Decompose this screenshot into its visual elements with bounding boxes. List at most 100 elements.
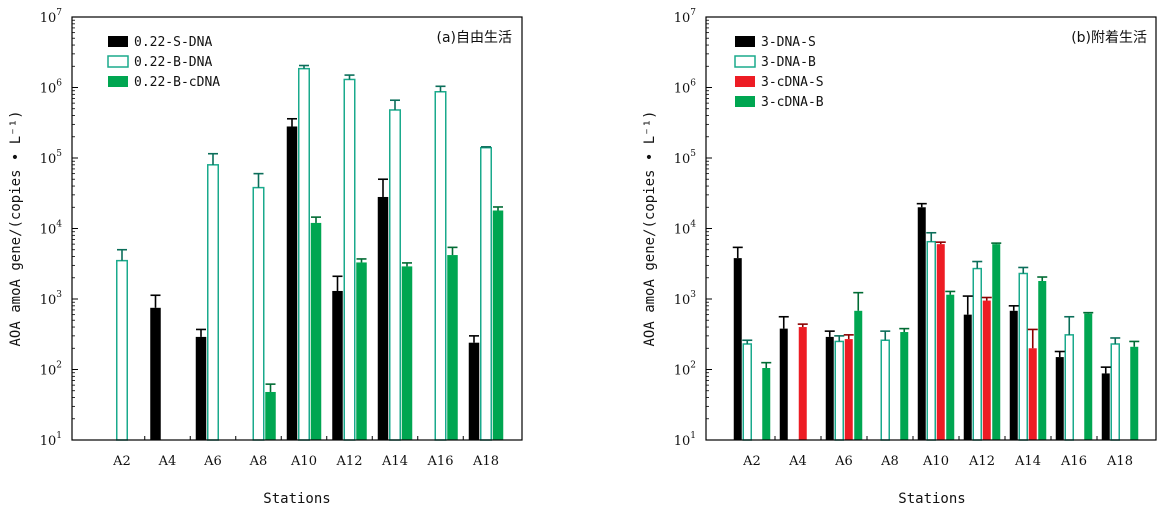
bar	[779, 328, 788, 440]
bars-group	[116, 67, 504, 441]
x-tick-label: A8	[249, 454, 268, 469]
bar	[356, 262, 367, 440]
bar	[116, 259, 128, 441]
bar	[1028, 348, 1037, 440]
bar	[946, 294, 955, 440]
bar	[992, 244, 1001, 440]
bar	[195, 336, 207, 440]
bar	[963, 314, 972, 440]
bar	[1084, 313, 1093, 440]
x-tick-label: A16	[427, 454, 454, 469]
y-tick-label: 103	[674, 290, 697, 308]
bar	[207, 164, 219, 441]
x-tick-label: A6	[203, 454, 222, 469]
x-axis-ticks: A2 A4 A6 A8 A10 A12 A14 A16 A18	[742, 436, 1133, 469]
bar	[343, 78, 356, 441]
bar	[298, 67, 310, 441]
legend-swatch	[735, 76, 755, 87]
bar	[447, 255, 458, 440]
y-axis-ticks: 101 102 103 104 105 106 107	[674, 8, 712, 449]
bar	[834, 340, 844, 441]
bar	[389, 109, 401, 441]
bar	[1038, 281, 1047, 440]
legend-label: 3-DNA-B	[761, 55, 816, 70]
bar	[972, 267, 982, 441]
x-tick-label: A6	[834, 454, 853, 469]
bar	[798, 327, 807, 440]
x-tick-label: A16	[1060, 454, 1087, 469]
legend-swatch	[735, 36, 755, 47]
bar	[434, 91, 447, 441]
bar	[742, 343, 752, 441]
bar	[880, 339, 890, 441]
bar	[762, 368, 771, 440]
error-bars-group	[732, 202, 1140, 374]
bar	[1018, 272, 1028, 441]
y-tick-label: 102	[40, 361, 62, 379]
bar	[492, 210, 504, 440]
y-tick-label: 106	[674, 79, 697, 97]
bar	[1055, 357, 1064, 440]
bar	[1101, 373, 1110, 440]
y-tick-label: 105	[40, 149, 63, 167]
x-tick-label: A12	[336, 454, 363, 469]
legend-swatch	[735, 96, 755, 107]
bar	[377, 196, 389, 440]
y-axis-title: AOA amoA gene/(copies • L⁻¹)	[8, 110, 24, 346]
x-tick-label: A10	[290, 454, 317, 469]
bar	[982, 300, 991, 440]
legend-label: 0.22-B-DNA	[134, 55, 212, 70]
y-tick-label: 102	[674, 361, 696, 379]
x-tick-label: A2	[112, 454, 131, 469]
bar	[332, 290, 343, 440]
x-tick-label: A2	[742, 454, 761, 469]
bars-group	[733, 207, 1139, 441]
y-tick-label: 105	[674, 149, 697, 167]
legend: 3-DNA-S 3-DNA-B 3-cDNA-S 3-cDNA-B	[734, 35, 824, 110]
x-axis-ticks: A2 A4 A6 A8 A10 A12 A14 A16 A18	[112, 436, 499, 469]
y-tick-label: 101	[674, 431, 696, 449]
bar	[926, 240, 936, 441]
bar	[1130, 346, 1139, 440]
y-tick-label: 104	[674, 220, 697, 238]
error-bars-group	[117, 64, 503, 392]
bar	[825, 336, 834, 440]
y-tick-label: 107	[674, 8, 697, 26]
bar	[1009, 310, 1018, 440]
legend: 0.22-S-DNA 0.22-B-DNA 0.22-B-cDNA	[107, 35, 220, 90]
bar	[854, 310, 863, 440]
x-tick-label: A12	[968, 454, 995, 469]
legend-label: 0.22-B-cDNA	[134, 75, 220, 90]
y-tick-label: 106	[40, 79, 63, 97]
x-tick-label: A8	[880, 454, 899, 469]
x-tick-label: A4	[788, 454, 807, 469]
y-tick-label: 107	[40, 8, 63, 26]
bar	[265, 391, 276, 440]
y-tick-label: 101	[40, 431, 62, 449]
panel-title: (a)自由生活	[436, 30, 512, 46]
y-tick-label: 104	[40, 220, 63, 238]
bar	[917, 207, 926, 440]
legend-swatch	[108, 36, 128, 47]
x-tick-label: A4	[158, 454, 177, 469]
x-axis-title: Stations	[898, 491, 965, 507]
bar	[1110, 343, 1120, 441]
bar	[468, 342, 480, 440]
x-tick-label: A14	[381, 454, 408, 469]
x-tick-label: A10	[922, 454, 949, 469]
legend-swatch	[108, 76, 128, 87]
legend-label: 3-cDNA-S	[761, 75, 824, 90]
bar	[286, 126, 298, 441]
legend-swatch	[734, 55, 756, 68]
y-axis-title: AOA amoA gene/(copies • L⁻¹)	[642, 110, 658, 346]
x-tick-label: A18	[1106, 454, 1133, 469]
bar	[401, 266, 413, 440]
x-tick-label: A18	[472, 454, 499, 469]
legend-label: 3-cDNA-B	[761, 95, 824, 110]
bar	[936, 244, 945, 440]
legend-label: 3-DNA-S	[761, 35, 816, 50]
bar	[844, 339, 853, 440]
legend-swatch	[107, 55, 129, 68]
